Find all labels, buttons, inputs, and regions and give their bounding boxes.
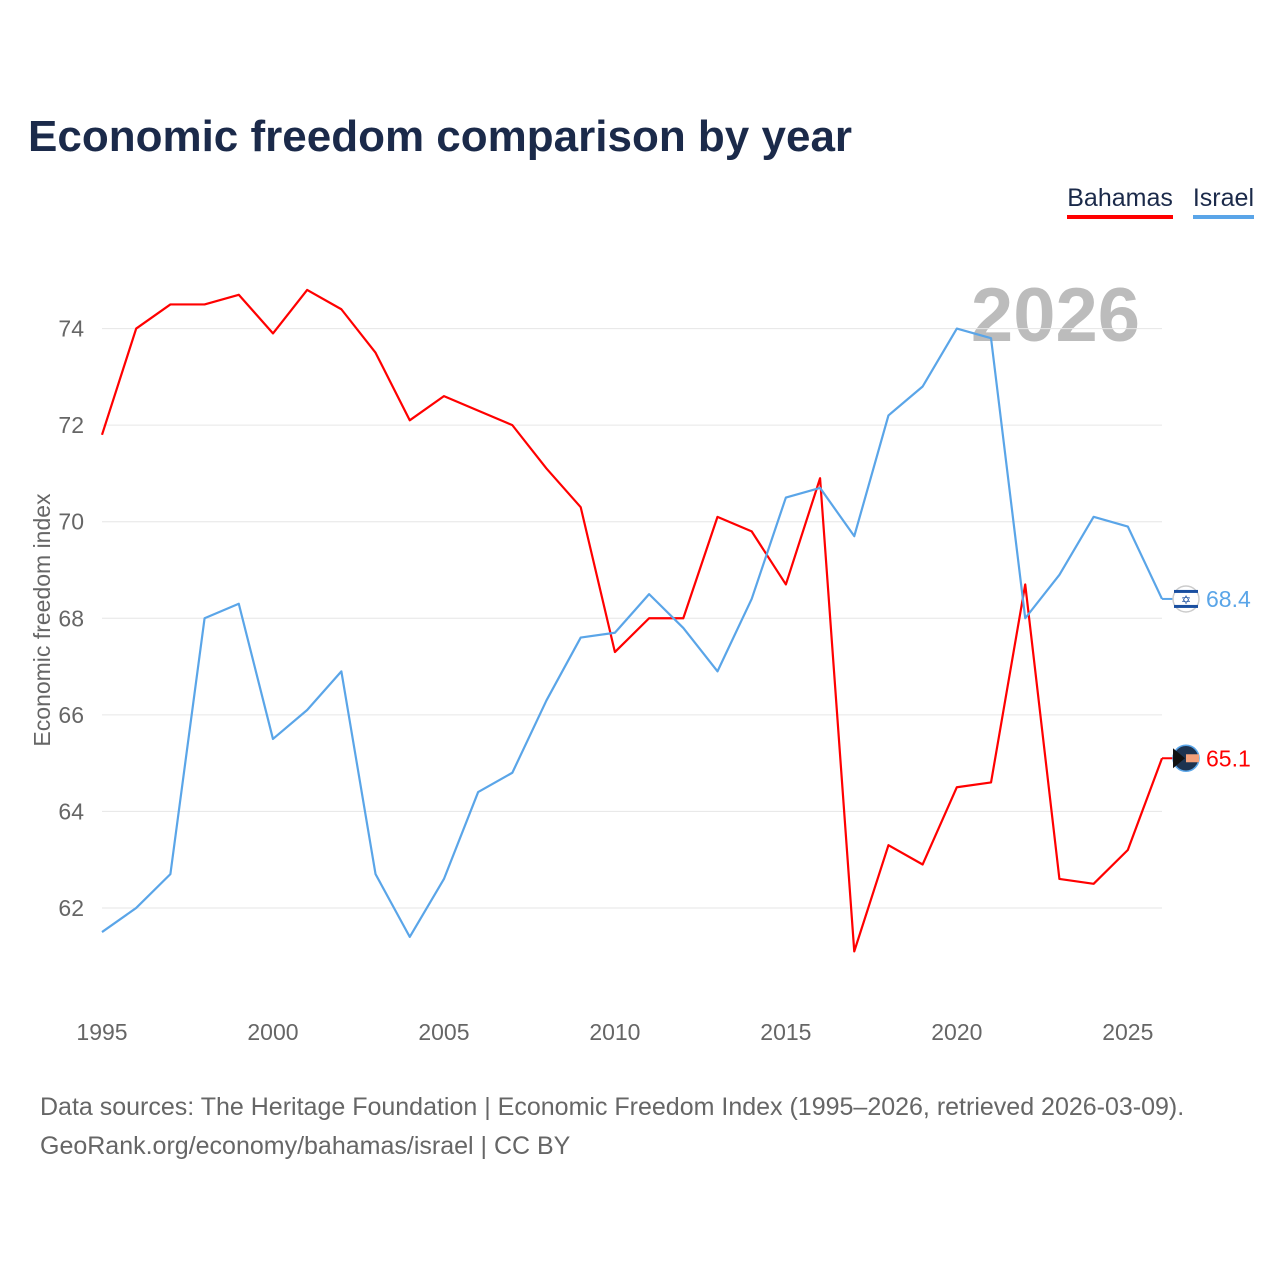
y-tick-label: 64 xyxy=(58,798,84,824)
x-tick-label: 2020 xyxy=(931,1019,982,1045)
x-tick-label: 2025 xyxy=(1102,1019,1153,1045)
y-tick-label: 74 xyxy=(58,316,84,342)
source-note: Data sources: The Heritage Foundation | … xyxy=(40,1088,1184,1166)
series-line-bahamas xyxy=(100,288,1164,953)
y-tick-label: 68 xyxy=(58,605,84,631)
flag-star: ✡ xyxy=(1181,593,1191,607)
legend: Bahamas Israel xyxy=(1067,184,1254,219)
flag-triangle xyxy=(1173,748,1185,769)
year-watermark: 2026 xyxy=(971,273,1140,358)
chart-title: Economic freedom comparison by year xyxy=(28,112,853,161)
x-tick-label: 2010 xyxy=(589,1019,640,1045)
y-axis-label: Economic freedom index xyxy=(29,493,55,747)
y-tick-label: 72 xyxy=(58,412,84,438)
x-tick-label: 2000 xyxy=(247,1019,298,1045)
flag-stripe xyxy=(1186,754,1199,763)
end-value-label-bahamas: 65.1 xyxy=(1206,745,1251,771)
x-tick-label: 2005 xyxy=(418,1019,469,1045)
y-tick-label: 62 xyxy=(58,895,84,921)
end-value-label-israel: 68.4 xyxy=(1206,586,1251,612)
flag-stripe xyxy=(1174,604,1198,608)
legend-israel[interactable]: Israel xyxy=(1192,184,1254,219)
legend-bahamas[interactable]: Bahamas xyxy=(1067,184,1173,219)
source-line-1: Data sources: The Heritage Foundation | … xyxy=(40,1093,1185,1121)
source-line-2[interactable]: GeoRank.org/economy/bahamas/israel | CC … xyxy=(40,1132,571,1160)
flag-stripe xyxy=(1174,589,1198,593)
x-tick-label: 1995 xyxy=(76,1019,127,1045)
series-line-israel xyxy=(101,327,1163,939)
y-tick-label: 66 xyxy=(58,702,84,728)
x-tick-label: 2015 xyxy=(760,1019,811,1045)
y-tick-label: 70 xyxy=(58,509,84,535)
